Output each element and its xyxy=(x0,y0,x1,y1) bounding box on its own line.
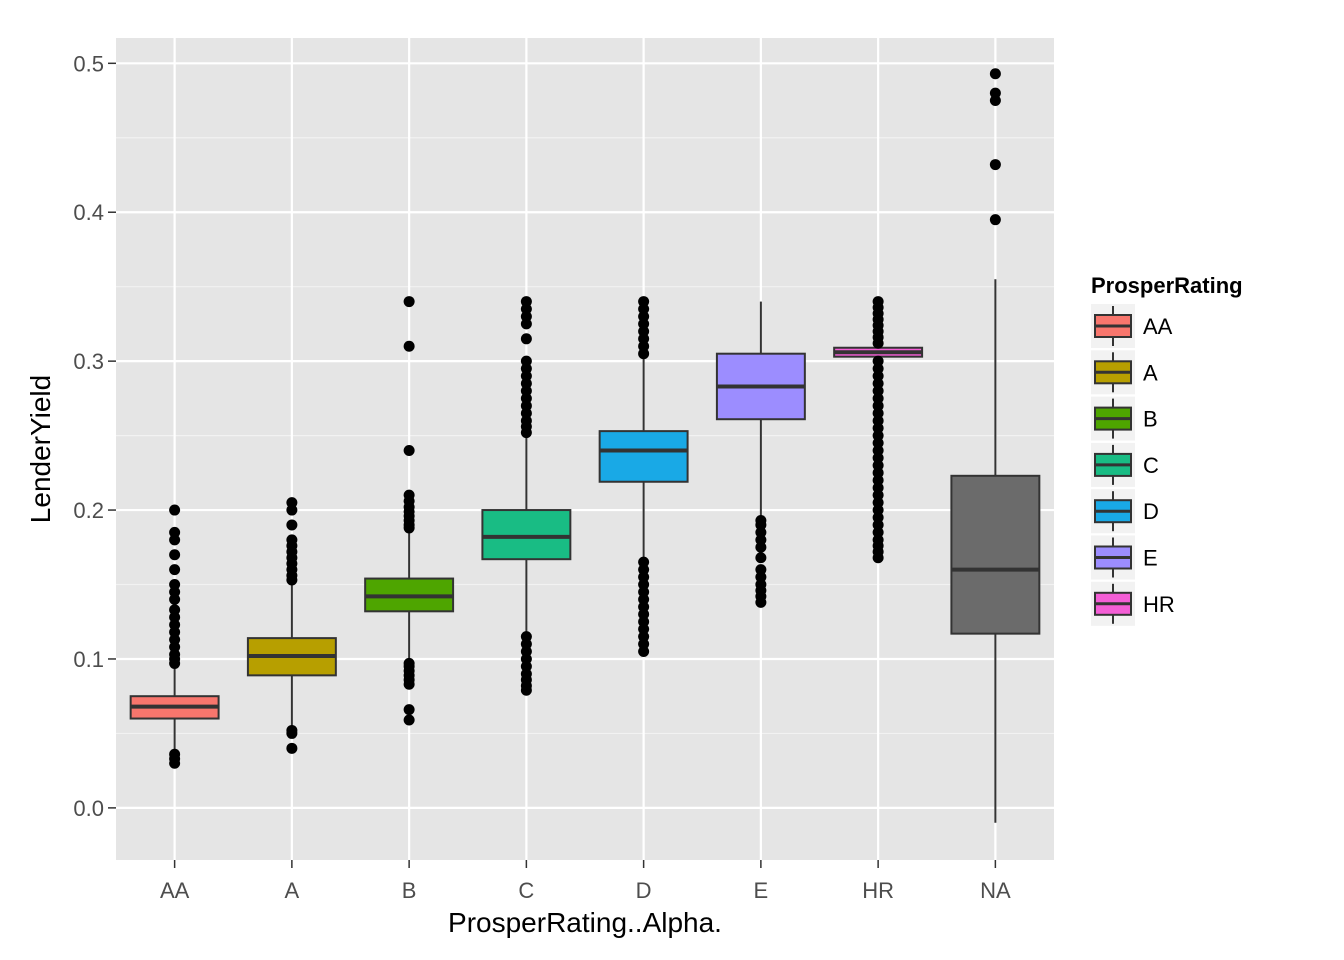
x-tick-label: E xyxy=(754,878,769,903)
y-tick-label: 0.2 xyxy=(73,498,104,523)
boxplot-a xyxy=(246,497,337,754)
outlier-point xyxy=(403,444,415,456)
x-tick-label: A xyxy=(285,878,300,903)
legend-title: ProsperRating xyxy=(1091,273,1243,298)
legend-item-d: D xyxy=(1091,489,1159,534)
outlier-point xyxy=(872,355,884,367)
outlier-point xyxy=(169,526,181,538)
outlier-point xyxy=(755,564,767,576)
x-tick-label: C xyxy=(518,878,534,903)
outlier-point xyxy=(638,556,650,568)
x-axis-title: ProsperRating..Alpha. xyxy=(448,907,722,938)
outlier-point xyxy=(286,742,298,754)
boxplot-b xyxy=(364,296,455,726)
y-axis-title: LenderYield xyxy=(25,375,56,523)
boxplot-e xyxy=(715,301,806,608)
legend-item-c: C xyxy=(1091,442,1159,487)
outlier-point xyxy=(169,579,181,591)
x-tick-label: D xyxy=(636,878,652,903)
outlier-point xyxy=(169,549,181,561)
x-tick-label: AA xyxy=(160,878,190,903)
x-tick-label: HR xyxy=(862,878,894,903)
outlier-point xyxy=(520,631,532,643)
boxplot-hr xyxy=(833,296,924,564)
y-axis: 0.0 0.1 0.2 0.3 0.4 0.5 xyxy=(73,51,116,821)
outlier-point xyxy=(286,724,298,736)
outlier-point xyxy=(403,714,415,726)
legend-label: HR xyxy=(1143,592,1175,617)
legend-label: D xyxy=(1143,499,1159,524)
outlier-point xyxy=(755,552,767,564)
box xyxy=(481,509,572,561)
legend-item-b: B xyxy=(1091,396,1158,441)
outlier-point xyxy=(403,657,415,669)
outlier-point xyxy=(169,748,181,760)
outlier-point xyxy=(755,514,767,526)
box xyxy=(950,474,1041,635)
y-tick-label: 0.3 xyxy=(73,349,104,374)
boxplot-na xyxy=(950,68,1041,823)
legend-item-hr: HR xyxy=(1091,581,1175,626)
outlier-point xyxy=(169,604,181,616)
legend-item-a: A xyxy=(1091,350,1158,395)
outlier-point xyxy=(403,704,415,716)
outlier-point xyxy=(169,564,181,576)
outlier-point xyxy=(989,68,1001,80)
outlier-point xyxy=(286,519,298,531)
y-tick-label: 0.1 xyxy=(73,647,104,672)
outlier-point xyxy=(989,87,1001,99)
outlier-point xyxy=(989,159,1001,171)
outlier-point xyxy=(520,296,532,308)
outlier-point xyxy=(403,340,415,352)
x-tick-label: B xyxy=(402,878,417,903)
boxplot-d xyxy=(598,296,689,658)
outlier-point xyxy=(872,296,884,308)
plot-panel xyxy=(116,38,1054,860)
legend-item-aa: AA xyxy=(1091,304,1173,348)
box xyxy=(598,430,689,483)
legend-label: E xyxy=(1143,546,1158,571)
legend-label: C xyxy=(1143,453,1159,478)
boxplot-c xyxy=(481,296,572,696)
boxplots xyxy=(129,68,1041,823)
outlier-point xyxy=(520,355,532,367)
outlier-point xyxy=(989,214,1001,226)
legend-label: AA xyxy=(1143,314,1173,339)
y-tick-label: 0.4 xyxy=(73,200,104,225)
legend-label: A xyxy=(1143,360,1158,385)
outlier-point xyxy=(638,296,650,308)
x-tick-label: NA xyxy=(980,878,1011,903)
outlier-point xyxy=(169,504,181,516)
x-axis: AA A B C D E HR NA xyxy=(160,860,1011,903)
outlier-point xyxy=(286,497,298,509)
outlier-point xyxy=(286,534,298,546)
outlier-point xyxy=(403,296,415,308)
legend-item-e: E xyxy=(1091,535,1158,580)
legend-label: B xyxy=(1143,407,1158,432)
outlier-point xyxy=(403,489,415,501)
outlier-point xyxy=(520,333,532,345)
y-tick-label: 0.0 xyxy=(73,796,104,821)
boxplot-aa xyxy=(129,504,220,769)
y-tick-label: 0.5 xyxy=(73,51,104,76)
